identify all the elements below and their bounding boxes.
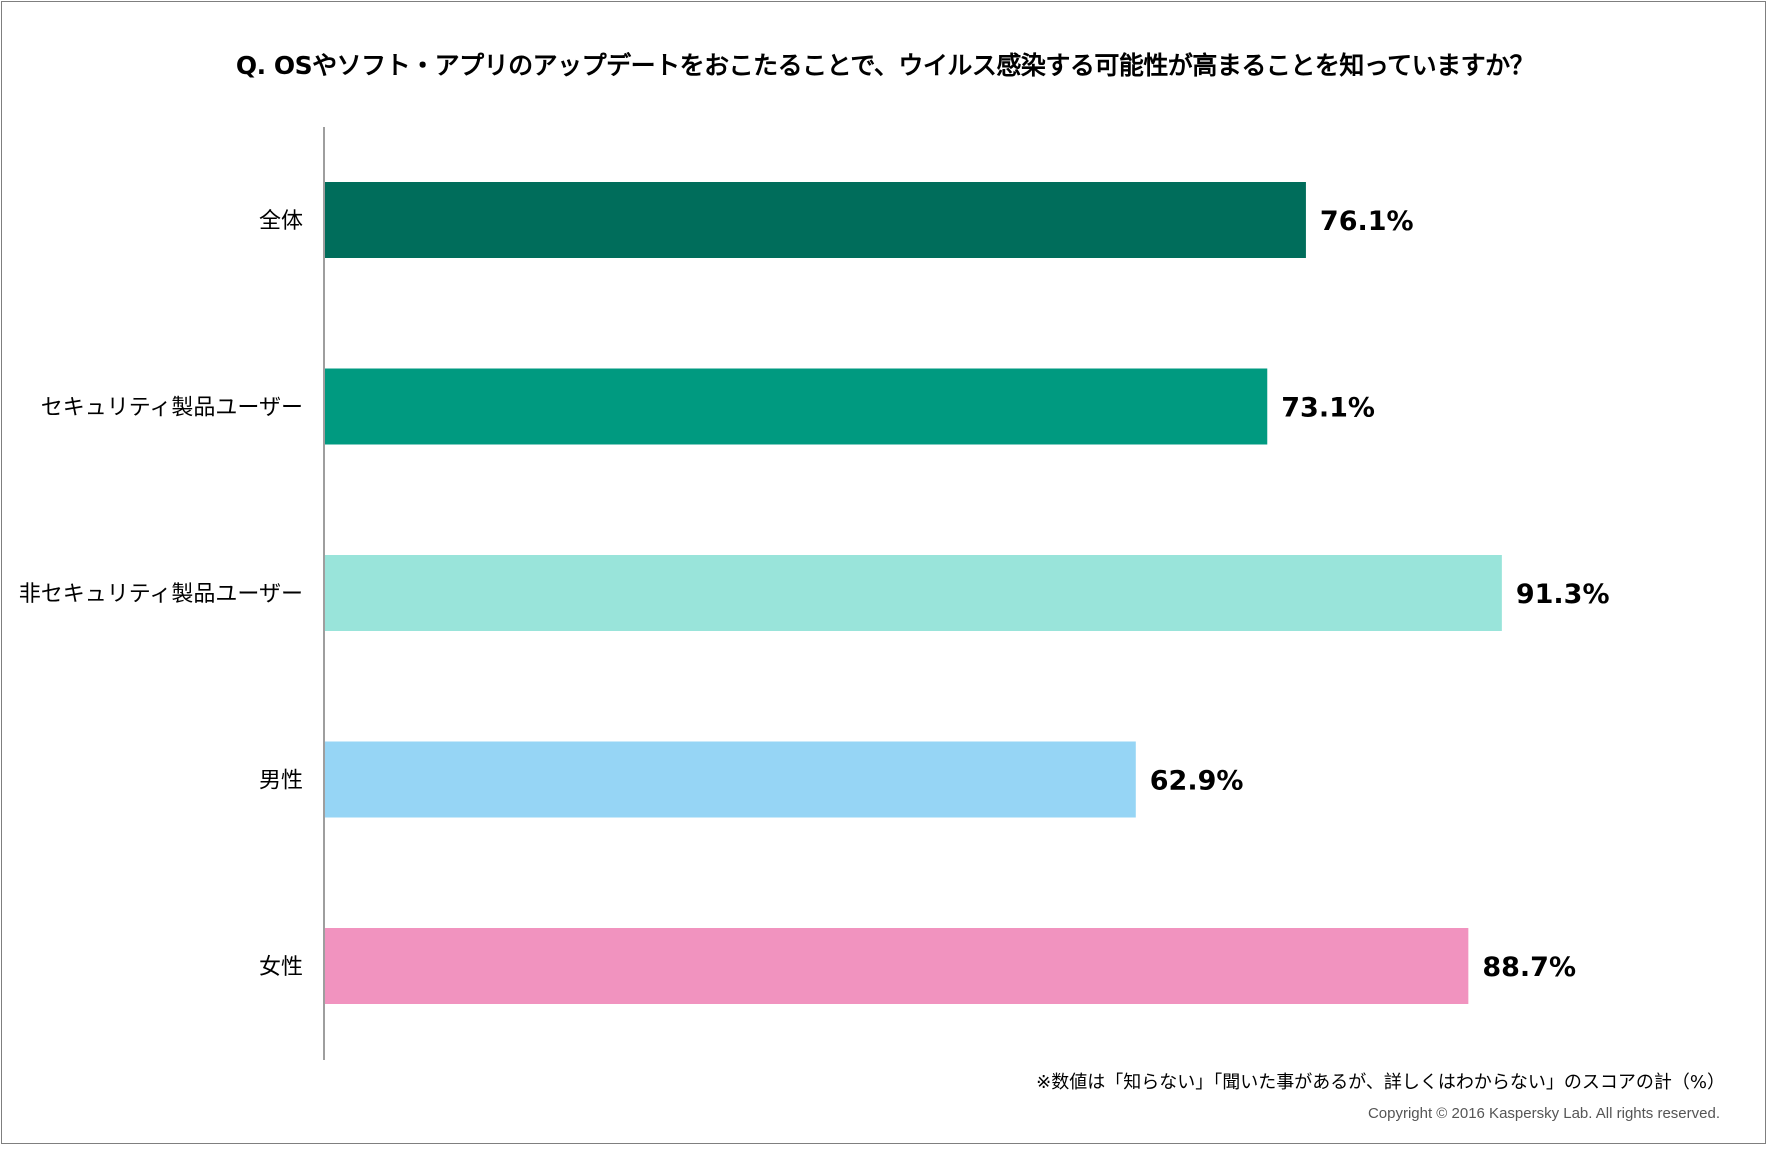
copyright-text: Copyright © 2016 Kaspersky Lab. All righ… [1367,1105,1720,1122]
bars-group: 全体 76.1% セキュリティ製品ユーザー 73.1% 非セキュリティ製品ユーザー 91.… [19,182,1610,1004]
footnote: ※数値は「知らない」「聞いた事があるが、詳しくはわからない」のスコアの計（%） [1036,1072,1725,1093]
bar-1 [325,368,1268,445]
category-label-4: 女性 [259,955,303,980]
chart-title: Q. OSやソフト・アプリのアップデートをおこたることで、ウイルス感染する可能性… [235,51,1535,80]
category-label-1: セキュリティ製品ユーザー [41,396,303,421]
category-label-2: 非セキュリティ製品ユーザー [19,582,303,607]
value-label-4: 88.7% [1482,952,1576,983]
value-label-3: 62.9% [1150,766,1244,797]
bar-0 [325,182,1306,258]
value-label-1: 73.1% [1281,393,1375,424]
bar-4 [325,928,1469,1004]
value-label-0: 76.1% [1320,206,1414,237]
category-label-0: 全体 [259,209,303,234]
category-label-3: 男性 [259,769,303,794]
value-label-2: 91.3% [1516,579,1610,610]
bar-2 [325,555,1502,631]
bar-3 [325,741,1136,818]
